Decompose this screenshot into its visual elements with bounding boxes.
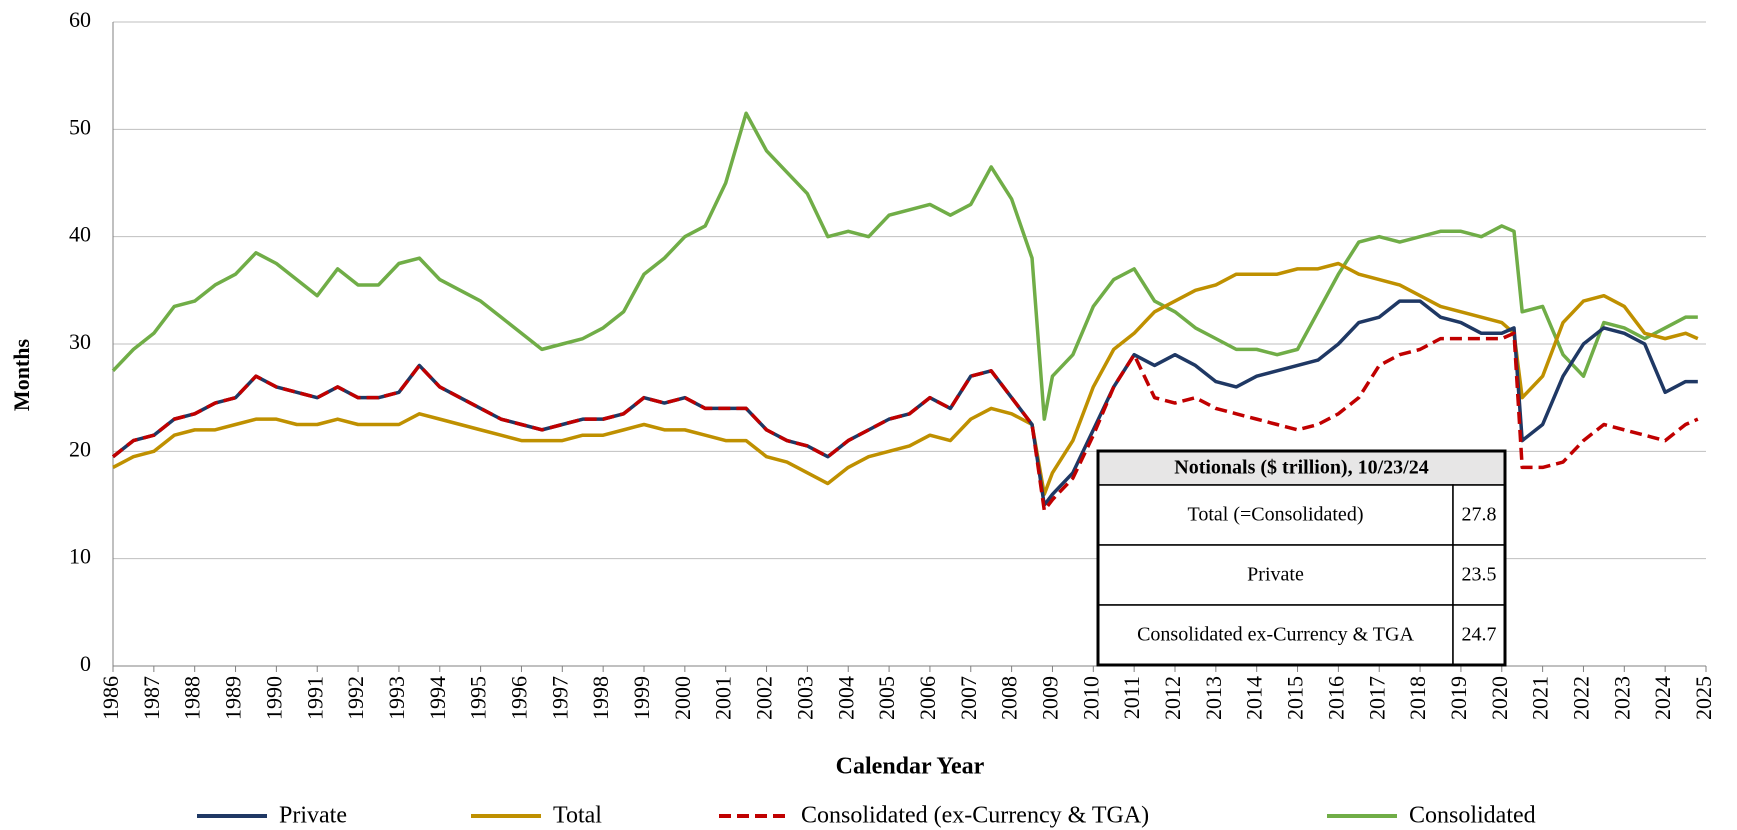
x-tick-label: 1992 — [343, 676, 368, 720]
table-cell — [1452, 544, 1506, 606]
x-tick-label: 2009 — [1038, 676, 1063, 720]
x-tick-label: 1995 — [466, 676, 491, 720]
table-cell — [1452, 604, 1506, 666]
x-tick-label: 2018 — [1405, 676, 1430, 720]
x-tick-label: 2002 — [752, 676, 777, 720]
x-tick-label: 1989 — [221, 676, 246, 720]
x-tick-label: 2013 — [1201, 676, 1226, 720]
table-border — [1096, 449, 1507, 667]
x-tick-label: 2001 — [711, 676, 736, 720]
table-row-value: 27.8 — [1462, 504, 1497, 526]
y-tick-label: 30 — [69, 329, 91, 354]
table-row-value: 23.5 — [1462, 564, 1497, 586]
legend-label: Consolidated (ex-Currency & TGA) — [801, 803, 1149, 829]
table-row-label: Private — [1247, 564, 1304, 586]
x-tick-label: 2021 — [1528, 676, 1553, 720]
x-tick-label: 1993 — [384, 676, 409, 720]
x-axis-label: Calendar Year — [836, 754, 985, 780]
table-cell — [1097, 484, 1454, 546]
x-tick-label: 2017 — [1364, 676, 1389, 720]
x-tick-label: 2015 — [1283, 676, 1308, 720]
x-tick-label: 2010 — [1078, 676, 1103, 720]
y-tick-label: 40 — [69, 222, 91, 247]
x-tick-label: 2012 — [1160, 676, 1185, 720]
x-tick-label: 2000 — [670, 676, 695, 720]
x-tick-label: 2024 — [1650, 676, 1675, 720]
x-tick-label: 1999 — [629, 676, 654, 720]
y-tick-label: 20 — [69, 436, 91, 461]
x-tick-label: 2007 — [956, 676, 981, 720]
x-tick-label: 1987 — [139, 676, 164, 720]
x-tick-label: 1997 — [547, 676, 572, 720]
x-tick-label: 2006 — [915, 676, 940, 720]
x-tick-label: 1994 — [425, 676, 450, 720]
x-tick-label: 2003 — [792, 676, 817, 720]
x-tick-label: 2023 — [1609, 676, 1634, 720]
y-axis-label: Months — [9, 339, 34, 412]
table-title: Notionals ($ trillion), 10/23/24 — [1174, 457, 1428, 479]
x-tick-label: 2022 — [1569, 676, 1594, 720]
series-line — [111, 111, 1698, 421]
x-tick-label: 1998 — [588, 676, 613, 720]
legend-label: Total — [553, 803, 602, 829]
x-tick-label: 1996 — [507, 676, 532, 720]
y-tick-label: 50 — [69, 114, 91, 139]
x-tick-label: 2011 — [1119, 676, 1144, 719]
x-tick-label: 2005 — [874, 676, 899, 720]
legend-label: Consolidated — [1409, 803, 1536, 829]
table-row-label: Total (=Consolidated) — [1188, 504, 1364, 526]
x-tick-label: 2020 — [1487, 676, 1512, 720]
table-row-value: 24.7 — [1462, 624, 1497, 646]
x-tick-label: 2008 — [997, 676, 1022, 720]
table-row-label: Consolidated ex-Currency & TGA — [1137, 624, 1414, 646]
y-tick-label: 60 — [69, 7, 91, 32]
series-line — [112, 261, 1699, 497]
x-tick-label: 1988 — [180, 676, 205, 720]
series-line — [111, 331, 1699, 513]
y-tick-label: 10 — [69, 544, 91, 569]
x-tick-label: 2019 — [1446, 676, 1471, 720]
x-tick-label: 1991 — [302, 676, 327, 720]
x-tick-label: 2004 — [833, 676, 858, 720]
x-tick-label: 2016 — [1323, 676, 1348, 720]
y-tick-label: 0 — [80, 651, 91, 676]
x-tick-label: 1986 — [98, 676, 123, 720]
x-tick-label: 2025 — [1691, 676, 1716, 720]
x-tick-label: 2014 — [1242, 676, 1267, 720]
legend-label: Private — [279, 803, 347, 829]
x-tick-label: 1990 — [261, 676, 286, 720]
